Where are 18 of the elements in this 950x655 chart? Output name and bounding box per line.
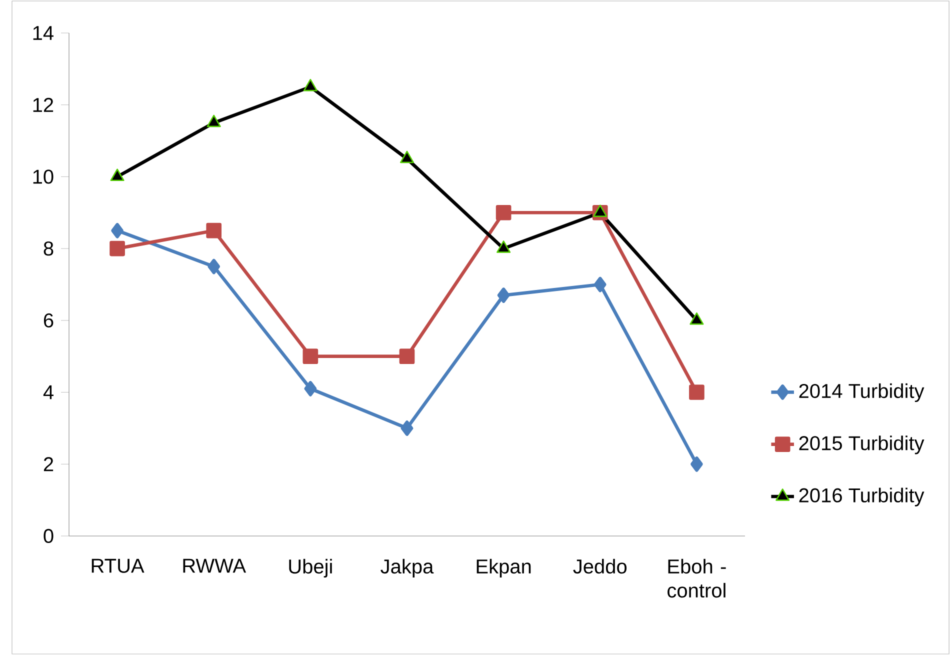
y-tick-label: 10 [33, 170, 54, 184]
x-tick-label: Jakpa [380, 558, 434, 578]
y-tick-label: 8 [44, 241, 54, 256]
legend-label: 2014 Turbidity [799, 383, 924, 402]
x-tick-label: Jeddo [573, 558, 627, 574]
x-tick-label: Ekpan [476, 558, 531, 578]
x-tick-label: Ubeji [289, 558, 332, 578]
y-tick-label: 12 [33, 98, 54, 112]
y-tick-label: 4 [43, 385, 54, 400]
y-tick-label: 6 [44, 313, 54, 328]
legend-label: 2016 Turbidity [799, 488, 924, 506]
legend-label: 2015 Turbidity [799, 436, 924, 454]
y-tick-label: 2 [44, 457, 54, 472]
y-tick-label: 0 [44, 528, 54, 544]
y-tick-label: 14 [33, 26, 54, 40]
x-tick-label: RWWA [183, 558, 246, 573]
x-tick-label: Eboh - control [668, 558, 726, 598]
x-tick-label: RTUA [92, 558, 144, 573]
